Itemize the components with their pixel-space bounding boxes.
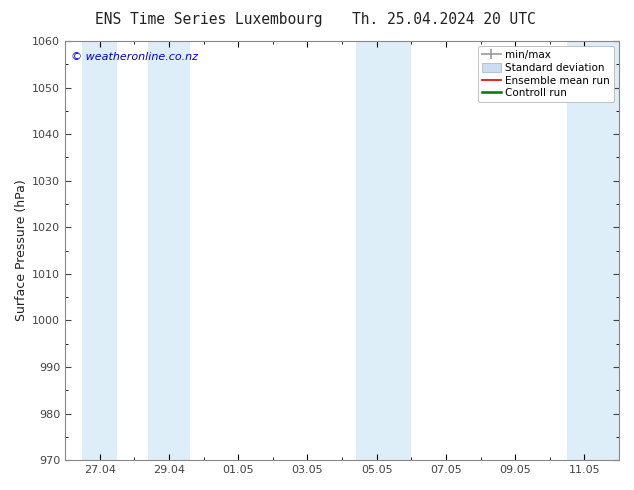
Text: © weatheronline.co.nz: © weatheronline.co.nz xyxy=(71,51,198,62)
Bar xyxy=(82,41,117,460)
Text: Th. 25.04.2024 20 UTC: Th. 25.04.2024 20 UTC xyxy=(352,12,536,27)
Text: ENS Time Series Luxembourg: ENS Time Series Luxembourg xyxy=(96,12,323,27)
Bar xyxy=(567,41,619,460)
Bar xyxy=(148,41,190,460)
Legend: min/max, Standard deviation, Ensemble mean run, Controll run: min/max, Standard deviation, Ensemble me… xyxy=(478,46,614,102)
Bar xyxy=(356,41,411,460)
Y-axis label: Surface Pressure (hPa): Surface Pressure (hPa) xyxy=(15,180,28,321)
